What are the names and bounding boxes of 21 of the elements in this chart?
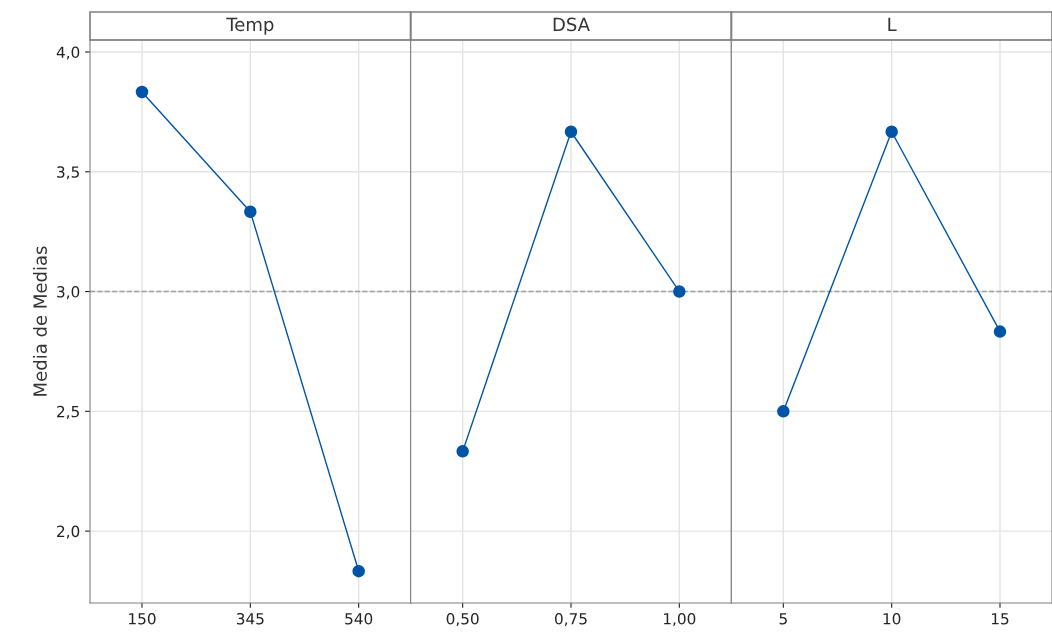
- y-axis-title: Media de Medias: [32, 246, 47, 396]
- x-tick-label: 15: [991, 613, 1009, 625]
- x-tick-label: 540: [345, 612, 373, 625]
- y-tick-label: 3,0: [57, 286, 80, 300]
- y-tick-label: 4,0: [56, 46, 80, 60]
- chart-title: L: [888, 17, 897, 31]
- point: [244, 205, 257, 219]
- point: [352, 564, 365, 578]
- chart-title: Temp: [226, 17, 274, 35]
- x-tick-label: 1,00: [664, 612, 696, 627]
- x-tick-label: 150: [129, 612, 156, 625]
- x-tick-label: 0,50: [446, 612, 479, 627]
- y-tick-label: 3,5: [57, 166, 79, 180]
- y-tick-label: 2,5: [57, 405, 79, 419]
- x-tick-label: 345: [236, 612, 264, 625]
- y-tick-label: 2,0: [57, 525, 80, 539]
- x-tick-label: 10: [883, 612, 901, 625]
- point: [135, 85, 149, 99]
- x-tick-label: 5: [779, 613, 787, 625]
- x-tick-label: 0,75: [555, 612, 587, 627]
- chart-title: DSA: [553, 17, 590, 32]
